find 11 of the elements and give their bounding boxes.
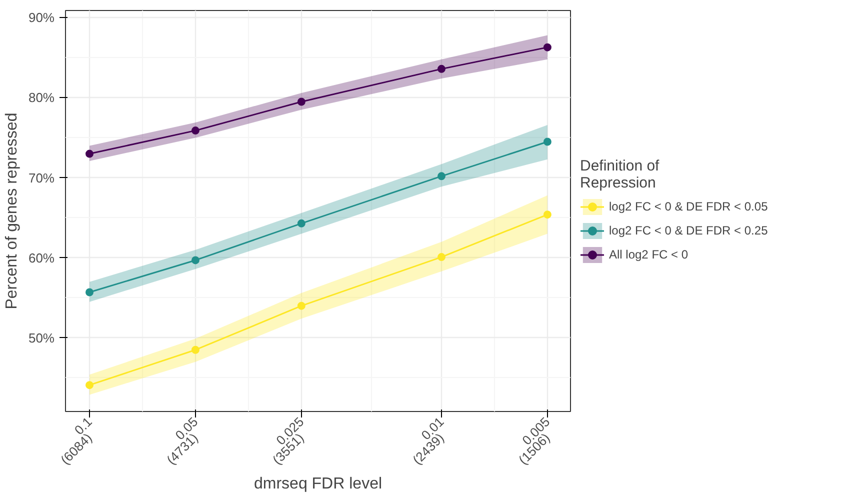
legend-label: log2 FC < 0 & DE FDR < 0.05 xyxy=(609,199,768,213)
y-tick-label: 90% xyxy=(28,10,55,26)
legend-label: log2 FC < 0 & DE FDR < 0.25 xyxy=(609,223,768,237)
legend-title: Definition of Repression xyxy=(580,157,660,191)
y-tick-label: 50% xyxy=(28,330,55,346)
y-tick-label: 80% xyxy=(28,90,55,106)
x-axis-title: dmrseq FDR level xyxy=(254,476,382,493)
y-axis-title: Percent of genes repressed xyxy=(3,112,20,310)
y-tick-label: 60% xyxy=(28,250,55,266)
legend-label: All log2 FC < 0 xyxy=(609,247,688,261)
y-tick-label: 70% xyxy=(28,170,55,186)
